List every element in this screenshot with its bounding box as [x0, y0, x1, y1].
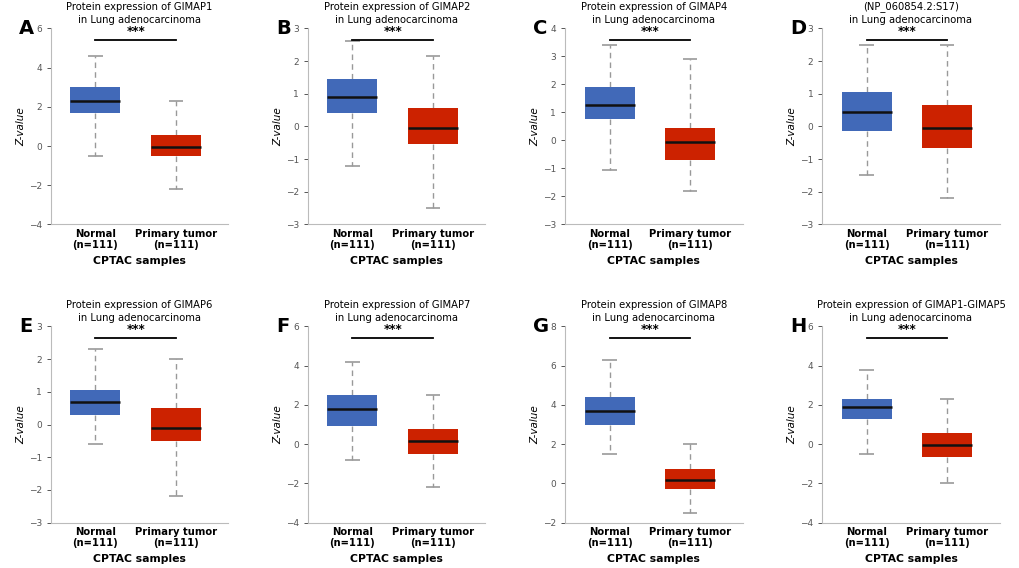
- Y-axis label: Z-value: Z-value: [530, 405, 540, 444]
- Y-axis label: Z-value: Z-value: [787, 107, 797, 146]
- Title: Protein expression of GIMAP7
in Lung adenocarcinoma: Protein expression of GIMAP7 in Lung ade…: [323, 300, 470, 323]
- Text: E: E: [19, 317, 33, 336]
- Y-axis label: Z-value: Z-value: [273, 107, 282, 146]
- FancyBboxPatch shape: [151, 408, 201, 441]
- Y-axis label: Z-value: Z-value: [273, 405, 283, 444]
- X-axis label: CPTAC samples: CPTAC samples: [93, 256, 185, 266]
- Text: H: H: [790, 317, 806, 336]
- Text: ***: ***: [126, 25, 145, 38]
- Title: Protein expression of GIMAP2
in Lung adenocarcinoma: Protein expression of GIMAP2 in Lung ade…: [323, 2, 470, 25]
- FancyBboxPatch shape: [841, 92, 891, 131]
- Text: D: D: [790, 19, 806, 37]
- Text: ***: ***: [383, 25, 401, 38]
- Text: G: G: [533, 317, 549, 336]
- FancyBboxPatch shape: [408, 429, 458, 454]
- Title: Protein expression of GIMAP8
in Lung adenocarcinoma: Protein expression of GIMAP8 in Lung ade…: [580, 300, 727, 323]
- Title: Protein expression of GIMAP5
(NP_060854.2:S17)
in Lung adenocarcinoma: Protein expression of GIMAP5 (NP_060854.…: [837, 0, 983, 25]
- FancyBboxPatch shape: [921, 433, 971, 457]
- FancyBboxPatch shape: [327, 79, 377, 114]
- FancyBboxPatch shape: [327, 395, 377, 427]
- Text: ***: ***: [897, 323, 915, 336]
- X-axis label: CPTAC samples: CPTAC samples: [350, 554, 442, 564]
- Title: Protein expression of GIMAP6
in Lung adenocarcinoma: Protein expression of GIMAP6 in Lung ade…: [66, 300, 213, 323]
- Text: B: B: [276, 19, 290, 37]
- Text: ***: ***: [383, 323, 401, 336]
- Y-axis label: Z-value: Z-value: [16, 405, 25, 444]
- X-axis label: CPTAC samples: CPTAC samples: [607, 256, 700, 266]
- X-axis label: CPTAC samples: CPTAC samples: [864, 554, 957, 564]
- Title: Protein expression of GIMAP1-GIMAP5
in Lung adenocarcinoma: Protein expression of GIMAP1-GIMAP5 in L…: [815, 300, 1005, 323]
- Text: C: C: [533, 19, 547, 37]
- Text: ***: ***: [897, 25, 915, 38]
- X-axis label: CPTAC samples: CPTAC samples: [350, 256, 442, 266]
- FancyBboxPatch shape: [70, 87, 120, 112]
- X-axis label: CPTAC samples: CPTAC samples: [93, 554, 185, 564]
- Y-axis label: Z-value: Z-value: [787, 405, 797, 444]
- FancyBboxPatch shape: [841, 399, 891, 419]
- FancyBboxPatch shape: [70, 390, 120, 415]
- FancyBboxPatch shape: [151, 135, 201, 156]
- Text: ***: ***: [126, 323, 145, 336]
- FancyBboxPatch shape: [584, 397, 634, 424]
- Title: Protein expression of GIMAP4
in Lung adenocarcinoma: Protein expression of GIMAP4 in Lung ade…: [580, 2, 727, 25]
- Y-axis label: Z-value: Z-value: [530, 107, 540, 146]
- FancyBboxPatch shape: [408, 108, 458, 144]
- FancyBboxPatch shape: [921, 105, 971, 148]
- Y-axis label: Z-value: Z-value: [16, 107, 26, 146]
- Text: ***: ***: [640, 323, 658, 336]
- Text: ***: ***: [640, 25, 658, 38]
- X-axis label: CPTAC samples: CPTAC samples: [864, 256, 957, 266]
- FancyBboxPatch shape: [584, 87, 634, 119]
- Text: A: A: [19, 19, 35, 37]
- Text: F: F: [276, 317, 289, 336]
- FancyBboxPatch shape: [664, 128, 714, 160]
- FancyBboxPatch shape: [664, 469, 714, 489]
- X-axis label: CPTAC samples: CPTAC samples: [607, 554, 700, 564]
- Title: Protein expression of GIMAP1
in Lung adenocarcinoma: Protein expression of GIMAP1 in Lung ade…: [66, 2, 213, 25]
